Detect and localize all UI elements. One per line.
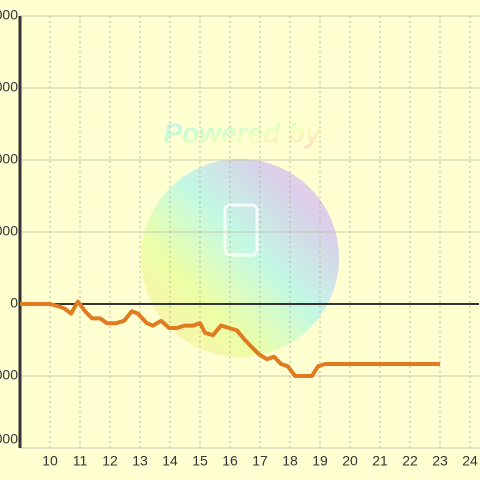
y-tick-label: 6,000 — [0, 151, 18, 167]
x-tick-label: 20 — [342, 453, 358, 469]
y-tick-label: 0 — [10, 295, 18, 311]
watermark-icon — [223, 203, 259, 257]
x-tick-label: 13 — [132, 453, 148, 469]
y-tick-label: 9,000 — [0, 79, 18, 95]
y-tick-label: 3,000 — [0, 223, 18, 239]
watermark-text: Powered by — [163, 117, 322, 148]
x-tick-label: 15 — [192, 453, 208, 469]
x-tick-label: 21 — [372, 453, 388, 469]
x-tick-label: 16 — [222, 453, 238, 469]
y-tick-label: -6,000 — [0, 431, 18, 447]
data-line — [20, 299, 440, 378]
y-tick-label: 12,000 — [0, 7, 18, 23]
x-tick-label: 19 — [312, 453, 328, 469]
x-tick-label: 18 — [282, 453, 298, 469]
x-tick-label: 12 — [102, 453, 118, 469]
x-tick-label: 10 — [42, 453, 58, 469]
x-tick-label: 22 — [402, 453, 418, 469]
x-tick-label: 24 — [462, 453, 478, 469]
x-tick-label: 11 — [73, 453, 88, 469]
x-tick-label: 14 — [162, 453, 178, 469]
x-tick-label: 17 — [252, 453, 268, 469]
y-tick-label: -3,000 — [0, 367, 18, 383]
x-tick-label: 23 — [432, 453, 448, 469]
